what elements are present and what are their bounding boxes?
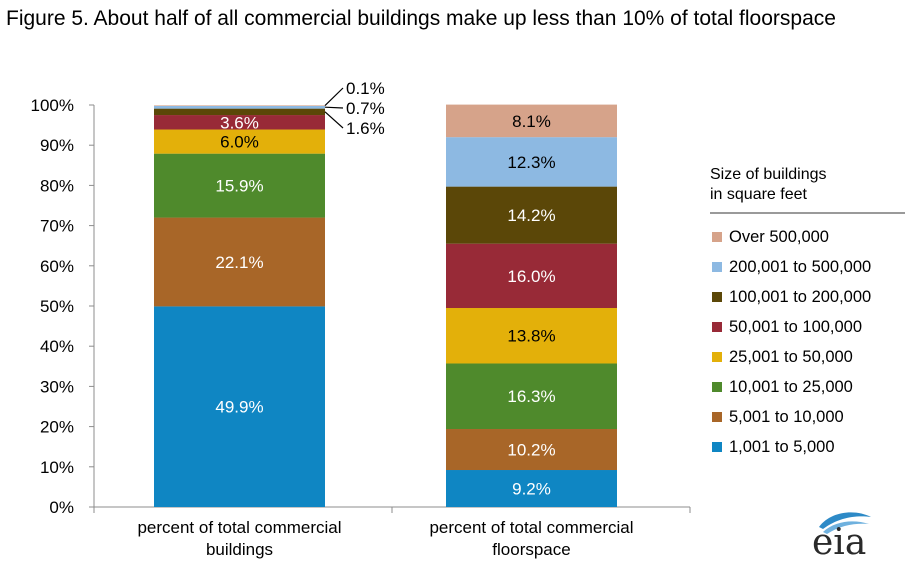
bar-segment — [154, 217, 325, 307]
y-tick-label: 90% — [40, 136, 74, 155]
y-tick-label: 20% — [40, 418, 74, 437]
legend-swatch — [712, 412, 722, 422]
legend-label: 25,001 to 50,000 — [729, 347, 853, 366]
callout-line — [324, 106, 344, 109]
data-label: 14.2% — [507, 206, 555, 225]
bar-segment — [154, 108, 325, 116]
legend-label: 1,001 to 5,000 — [729, 437, 835, 456]
y-tick-label: 30% — [40, 377, 74, 396]
y-tick-label: 50% — [40, 297, 74, 316]
legend-swatch — [712, 322, 722, 332]
legend-title-line: in square feet — [710, 186, 807, 203]
bar-segment — [446, 429, 617, 471]
x-category-label: percent of total commercial — [137, 518, 341, 537]
y-tick-label: 40% — [40, 337, 74, 356]
legend-item: 100,001 to 200,000 — [712, 282, 912, 312]
legend-label: 50,001 to 100,000 — [729, 317, 863, 336]
bar-segment — [446, 243, 617, 309]
data-label: 3.6% — [220, 113, 259, 132]
bar-segment — [154, 153, 325, 218]
legend-item: Over 500,000 — [712, 222, 912, 252]
x-category-label: percent of total commercial — [429, 518, 633, 537]
legend-item: 25,001 to 50,000 — [712, 342, 912, 372]
callout-line — [324, 87, 344, 107]
legend-item: 1,001 to 5,000 — [712, 432, 912, 462]
data-label: 22.1% — [215, 253, 263, 272]
data-label: 10.2% — [507, 441, 555, 460]
bar-segment — [446, 137, 617, 187]
legend-item: 10,001 to 25,000 — [712, 372, 912, 402]
y-tick-label: 0% — [49, 498, 74, 517]
data-label: 8.1% — [512, 112, 551, 131]
data-label: 13.8% — [507, 327, 555, 346]
bar-segment — [154, 306, 325, 507]
bar-segment — [154, 105, 325, 107]
bar-segment — [154, 115, 325, 130]
data-label: 15.9% — [215, 177, 263, 196]
legend-label: 200,001 to 500,000 — [729, 257, 872, 276]
y-tick-label: 100% — [31, 96, 74, 115]
legend-title-line: Size of buildings — [710, 166, 827, 183]
legend: Over 500,000 200,001 to 500,000 100,001 to… — [712, 222, 912, 462]
legend-label: 100,001 to 200,000 — [729, 287, 872, 306]
legend-item: 200,001 to 500,000 — [712, 252, 912, 282]
legend-label: 10,001 to 25,000 — [729, 377, 853, 396]
chart-title: Figure 5. About half of all commercial b… — [6, 7, 836, 30]
data-label: 16.3% — [507, 387, 555, 406]
legend-label: Over 500,000 — [729, 227, 829, 246]
legend-swatch — [712, 382, 722, 392]
y-tick-label: 70% — [40, 217, 74, 236]
legend-swatch — [712, 442, 722, 452]
y-axis: 0% 10% 20% 30% 40% 50% 60% 70% 80% 90% 100% — [31, 96, 691, 517]
legend-swatch — [712, 262, 722, 272]
bar-segment — [446, 363, 617, 430]
data-label: 9.2% — [512, 480, 551, 499]
callout-label: 0.1% — [346, 79, 385, 98]
callout-label: 0.7% — [346, 99, 385, 118]
bar-segment — [446, 186, 617, 244]
x-category-label: buildings — [206, 540, 273, 559]
legend-item: 50,001 to 100,000 — [712, 312, 912, 342]
eia-logo-icon — [819, 512, 871, 534]
bars: 49.9% 22.1% 15.9% 6.0%3.6% 9.2% 10.2% 16.3% 13.… — [154, 104, 617, 507]
y-tick-label: 80% — [40, 176, 74, 195]
bar-segment — [154, 105, 325, 109]
eia-logo-text: eia — [812, 522, 867, 563]
legend-swatch — [712, 352, 722, 362]
legend-label: 5,001 to 10,000 — [729, 407, 844, 426]
bar-segment — [446, 308, 617, 364]
bar-segment — [154, 129, 325, 154]
bar-segment — [446, 470, 617, 507]
callout-line — [324, 111, 344, 129]
legend-divider — [710, 212, 905, 214]
data-label: 16.0% — [507, 267, 555, 286]
x-category-label: floorspace — [492, 540, 570, 559]
legend-title: Size of buildings in square feet — [710, 165, 890, 205]
legend-swatch — [712, 292, 722, 302]
bar-segment — [446, 104, 617, 138]
legend-swatch — [712, 232, 722, 242]
x-axis-labels: percent of total commercial buildings perc… — [137, 518, 633, 559]
data-label: 49.9% — [215, 398, 263, 417]
data-label: 12.3% — [507, 153, 555, 172]
legend-item: 5,001 to 10,000 — [712, 402, 912, 432]
data-label: 6.0% — [220, 133, 259, 152]
callout-label: 1.6% — [346, 119, 385, 138]
callouts: 1.6%0.7%0.1% — [324, 79, 385, 138]
y-tick-label: 10% — [40, 458, 74, 477]
y-tick-label: 60% — [40, 257, 74, 276]
